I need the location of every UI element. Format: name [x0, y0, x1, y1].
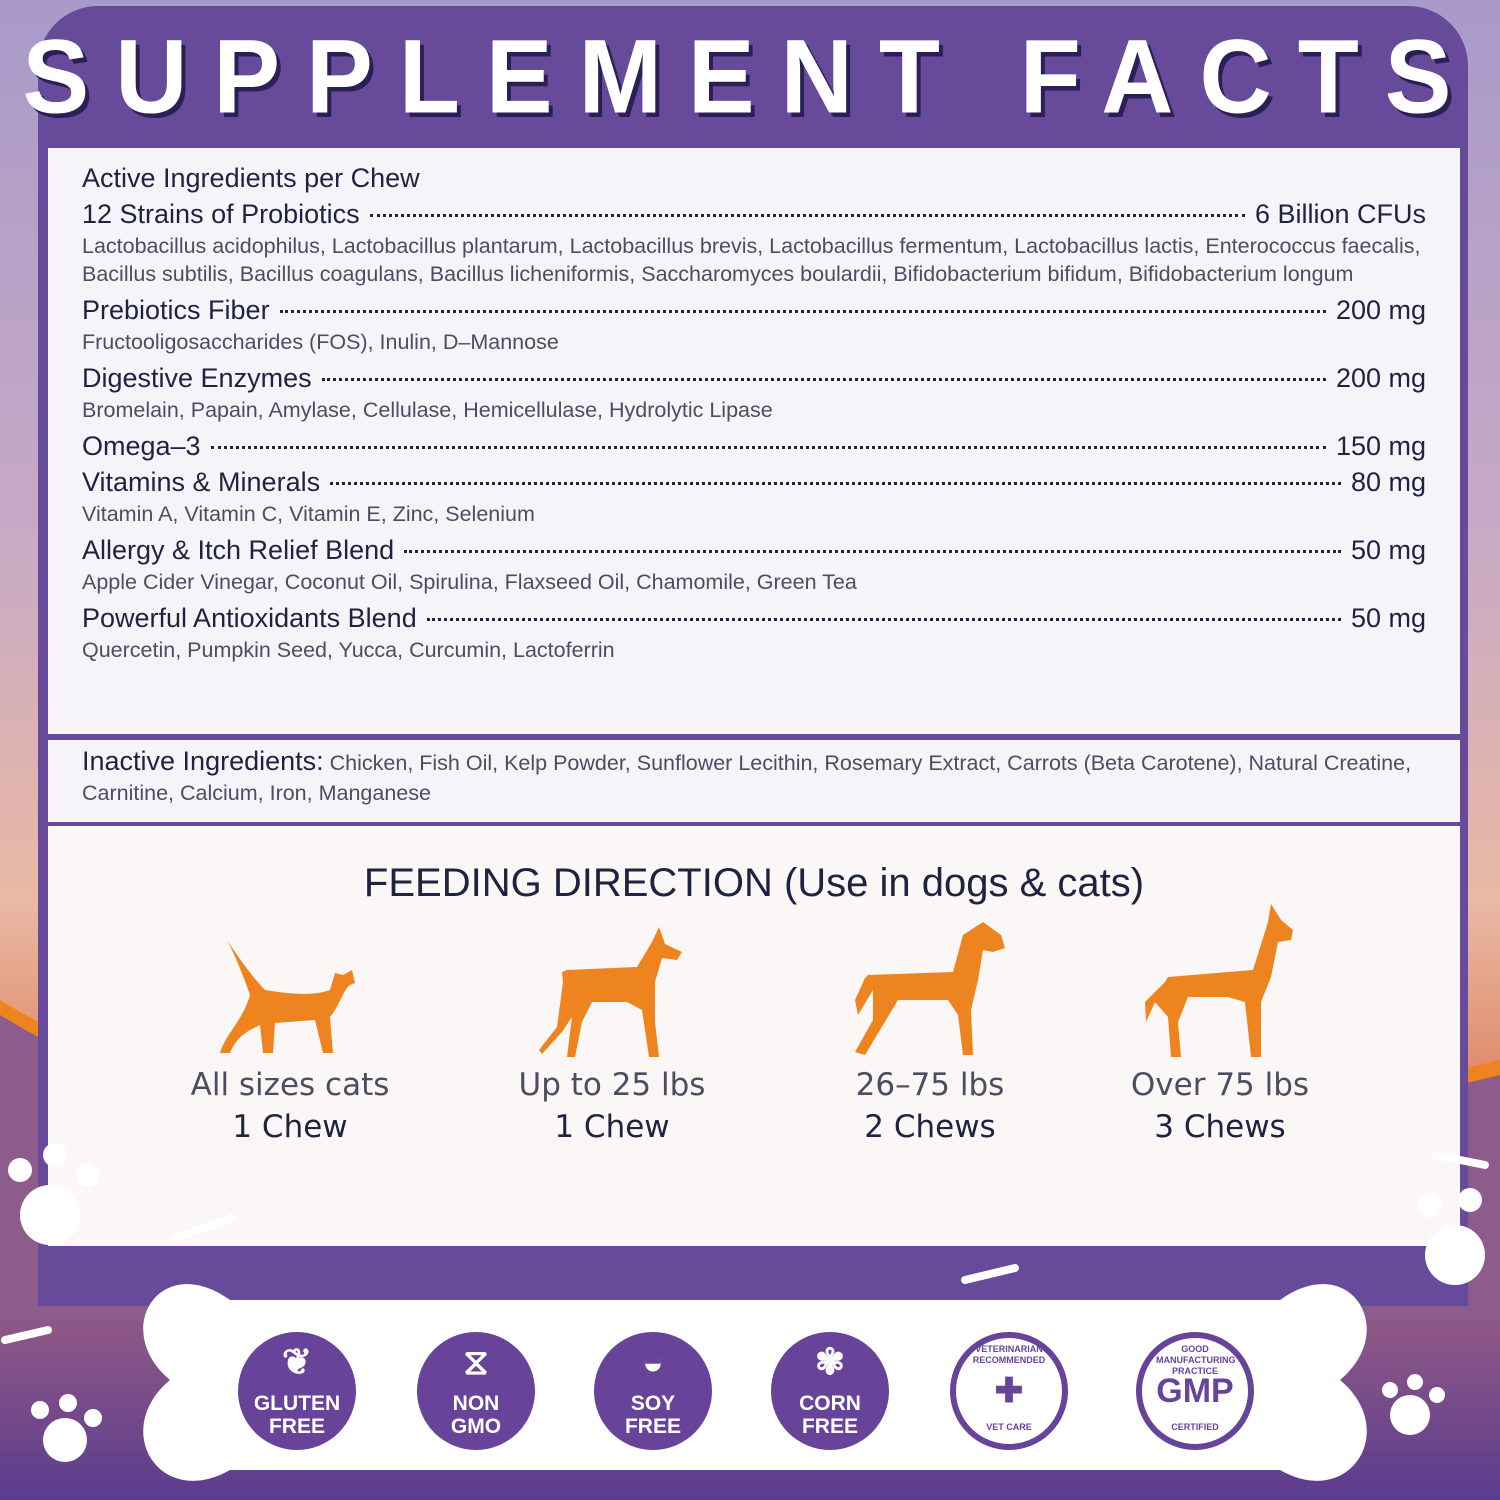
feeding-medium-dogs: 26–75 lbs 2 Chews: [790, 920, 1070, 1146]
inactive-text: Chicken, Fish Oil, Kelp Powder, Sunflowe…: [82, 751, 1412, 805]
ingredient-name: Allergy & Itch Relief Blend: [82, 535, 395, 565]
feeding-dose: 3 Chews: [1154, 1109, 1286, 1145]
ingredient-detail: Bromelain, Papain, Amylase, Cellulase, H…: [82, 398, 773, 422]
dot-leader: [404, 550, 1341, 553]
feeding-dose: 1 Chew: [232, 1109, 348, 1145]
ingredient-amount: 6 Billion CFUs: [1254, 199, 1426, 229]
badge-wheat: ❦ GLUTEN FREE: [238, 1332, 356, 1450]
badge-line: FREE: [801, 1415, 858, 1438]
badge-line: GMO: [450, 1415, 502, 1438]
vet-care-seal: ✚: [994, 1372, 1024, 1410]
badge-soybean: ◒ SOY FREE: [594, 1332, 712, 1450]
seal-bottom-text: CERTIFIED: [1171, 1422, 1219, 1432]
badge-line: GLUTEN: [253, 1392, 341, 1415]
ingredient-detail: Vitamin A, Vitamin C, Vitamin E, Zinc, S…: [82, 502, 535, 526]
badge-line: SOY: [630, 1392, 676, 1415]
large-dog-icon: [1144, 904, 1293, 1057]
dot-leader: [369, 214, 1245, 217]
feeding-size: Over 75 lbs: [1130, 1067, 1310, 1103]
ingredient-name: Digestive Enzymes: [82, 363, 312, 393]
badge-line: CORN: [799, 1392, 861, 1415]
ingredient-name: Prebiotics Fiber: [82, 295, 270, 325]
feeding-size: All sizes cats: [190, 1067, 390, 1103]
ingredient-detail: Fructooligosaccharides (FOS), Inulin, D–…: [82, 330, 559, 354]
ingredient-amount: 80 mg: [1350, 467, 1426, 497]
ingredient-row: Omega–3 150 mg: [82, 428, 1426, 464]
ingredient-name: Powerful Antioxidants Blend: [82, 603, 417, 633]
ingredient-detail: Quercetin, Pumpkin Seed, Yucca, Curcumin…: [82, 638, 615, 662]
ingredient-amount: 150 mg: [1335, 431, 1426, 461]
feeding-large-dogs: Over 75 lbs 3 Chews: [1080, 902, 1360, 1146]
feeding-size: 26–75 lbs: [855, 1067, 1005, 1103]
seal-bottom-text: VET CARE: [986, 1422, 1032, 1432]
soybean-icon: ◒: [642, 1341, 664, 1382]
active-ingredients: Active Ingredients per Chew 12 Strains o…: [48, 148, 1460, 734]
cat-icon: [220, 940, 355, 1053]
badge-line: FREE: [268, 1415, 325, 1438]
feeding-section: FEEDING DIRECTION (Use in dogs & cats): [48, 826, 1460, 1246]
medium-dog-icon: [854, 922, 1005, 1055]
inactive-label: Inactive Ingredients:: [82, 746, 324, 776]
feeding-small-dogs: Up to 25 lbs 1 Chew: [472, 922, 752, 1146]
ingredient-name: Omega–3: [82, 431, 201, 461]
ingredient-amount: 50 mg: [1350, 603, 1426, 633]
feeding-title: FEEDING DIRECTION (Use in dogs & cats): [363, 861, 1145, 905]
seal-main-text: GMP: [1156, 1372, 1234, 1410]
feeding-cats: All sizes cats 1 Chew: [150, 935, 430, 1146]
feeding-dose: 2 Chews: [864, 1109, 996, 1145]
ingredient-amount: 200 mg: [1335, 363, 1426, 393]
ingredient-name: Vitamins & Minerals: [82, 467, 321, 497]
badge-vet-care: VETERINARIAN RECOMMENDED ✚ VET CARE: [950, 1332, 1068, 1450]
badge-corn: ✾ CORN FREE: [771, 1332, 889, 1450]
ingredient-row: Allergy & Itch Relief Blend 50 mg: [82, 532, 1426, 568]
ingredient-detail: Apple Cider Vinegar, Coconut Oil, Spirul…: [82, 570, 857, 594]
badge-gmp: GOOD MANUFACTURING PRACTICE GMP CERTIFIED: [1136, 1332, 1254, 1450]
feeding-dose: 1 Chew: [554, 1109, 670, 1145]
small-dog-icon: [539, 927, 682, 1057]
badge-line: NON: [452, 1392, 500, 1415]
ingredient-row: Vitamins & Minerals 80 mg: [82, 464, 1426, 500]
ingredient-row: Digestive Enzymes 200 mg: [82, 360, 1426, 396]
dot-leader: [330, 482, 1341, 485]
dot-leader: [321, 378, 1326, 381]
badge-dna: ⧖ NON GMO: [417, 1332, 535, 1450]
dot-leader: [210, 446, 1326, 449]
ingredient-row: Powerful Antioxidants Blend 50 mg: [82, 600, 1426, 636]
wheat-icon: ❦: [281, 1341, 313, 1382]
seal-top-text: VETERINARIAN RECOMMENDED: [972, 1344, 1046, 1365]
dot-leader: [279, 310, 1326, 313]
page-title: SUPPLEMENT FACTS: [22, 18, 1478, 136]
ingredient-row: Prebiotics Fiber 200 mg: [82, 292, 1426, 328]
seal-top-text: GOOD MANUFACTURING PRACTICE: [1156, 1344, 1236, 1376]
ingredient-amount: 200 mg: [1335, 295, 1426, 325]
ingredient-amount: 50 mg: [1350, 535, 1426, 565]
ingredient-row: 12 Strains of Probiotics 6 Billion CFUs: [82, 196, 1426, 232]
inactive-ingredients: Inactive Ingredients: Chicken, Fish Oil,…: [48, 740, 1460, 822]
dna-icon: ⧖: [463, 1341, 489, 1382]
ingredient-detail: Lactobacillus acidophilus, Lactobacillus…: [82, 234, 1421, 286]
ingredient-name: 12 Strains of Probiotics: [82, 199, 360, 229]
dot-leader: [426, 618, 1341, 621]
corn-icon: ✾: [814, 1341, 846, 1382]
feeding-size: Up to 25 lbs: [518, 1067, 706, 1103]
active-heading: Active Ingredients per Chew: [82, 163, 420, 193]
badge-line: FREE: [624, 1415, 681, 1438]
